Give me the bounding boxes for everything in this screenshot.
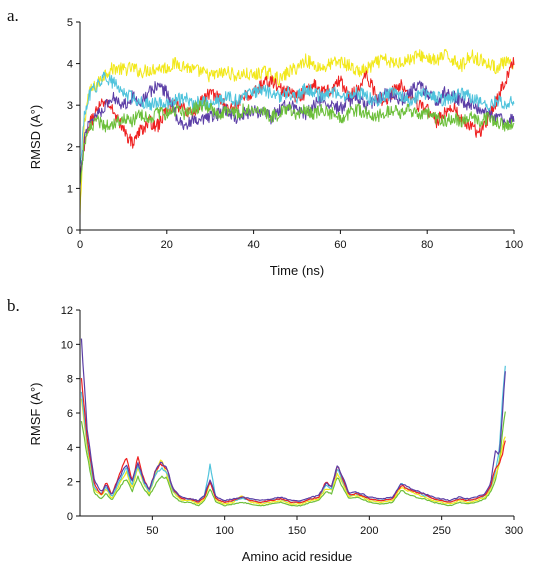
y-tick-label: 8	[67, 374, 73, 386]
series-line-2	[80, 398, 506, 505]
series-line-4	[79, 71, 515, 166]
y-tick-label: 0	[67, 225, 73, 237]
rmsd-panel: a. 0 1 2 3 4 5 0 20 40 60 80 100 Time (ns) RMSD (A°…	[7, 6, 523, 278]
rmsf-axes: 0 2 4 6 8 10 12 50 100 150 200 250 300	[61, 305, 523, 537]
y-tick-label: 12	[61, 305, 73, 317]
x-tick-label: 200	[360, 525, 378, 537]
x-tick-label: 100	[505, 239, 523, 251]
y-tick-label: 0	[67, 511, 73, 523]
y-tick-label: 10	[61, 339, 73, 351]
x-tick-label: 250	[432, 525, 450, 537]
series-line-5	[79, 99, 515, 183]
y-tick-label: 4	[67, 59, 73, 71]
rmsf-y-axis-title: RMSF (A°)	[28, 383, 43, 446]
x-tick-label: 80	[421, 239, 433, 251]
y-tick-label: 1	[67, 183, 73, 195]
y-tick-label: 3	[67, 100, 73, 112]
x-tick-label: 150	[288, 525, 306, 537]
panel-b-label: b.	[7, 296, 20, 315]
rmsf-series-group	[80, 338, 506, 507]
series-line-5	[80, 338, 506, 502]
rmsd-axes: 0 1 2 3 4 5 0 20 40 60 80 100	[67, 17, 523, 251]
y-tick-label: 5	[67, 17, 73, 29]
x-tick-label: 50	[146, 525, 158, 537]
series-line-1	[80, 411, 506, 507]
rmsd-series-group	[79, 48, 515, 216]
panel-a-label: a.	[7, 6, 19, 25]
series-line-1	[79, 48, 515, 216]
y-tick-label: 6	[67, 408, 73, 420]
x-tick-label: 40	[247, 239, 259, 251]
x-tick-label: 60	[334, 239, 346, 251]
rmsf-x-axis-title: Amino acid residue	[242, 549, 353, 564]
y-tick-label: 4	[67, 442, 73, 454]
x-tick-label: 300	[505, 525, 523, 537]
rmsf-panel: b. 0 2 4 6 8 10 12 50 100 150 200 250 300 Amino acid…	[7, 296, 523, 564]
y-tick-label: 2	[67, 142, 73, 154]
y-tick-label: 2	[67, 477, 73, 489]
x-tick-label: 100	[215, 525, 233, 537]
x-tick-label: 0	[77, 239, 83, 251]
rmsd-y-axis-title: RMSD (A°)	[28, 105, 43, 169]
rmsd-x-axis-title: Time (ns)	[270, 263, 324, 278]
x-tick-label: 20	[161, 239, 173, 251]
